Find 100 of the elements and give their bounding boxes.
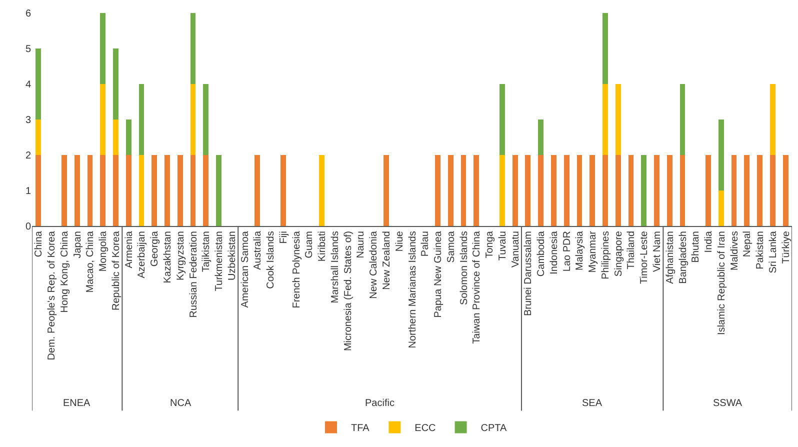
x-tick-label: Kazakhstan	[162, 231, 174, 284]
x-tick-label: Macao, China	[85, 230, 96, 293]
y-tick-label: 3	[25, 115, 32, 126]
x-tick-label: Lao PDR	[562, 231, 573, 272]
bar	[36, 120, 42, 155]
x-tick-label: Solomon Islands	[458, 231, 470, 305]
x-tick-label: Dem. People's Rep. of Korea	[46, 230, 58, 360]
x-tick-label: Marshall Islands	[330, 231, 341, 304]
y-tick-label: 2	[25, 150, 32, 162]
bar	[216, 155, 222, 226]
x-tick-label: Armenia	[124, 230, 135, 268]
bar	[718, 120, 724, 190]
bar	[164, 155, 170, 226]
x-tick-label: Uzbekistan	[226, 231, 238, 280]
text: NCA	[170, 398, 192, 409]
x-tick-label: Islamic Republic of Iran	[716, 231, 728, 335]
bar	[448, 155, 454, 226]
bar	[590, 155, 596, 226]
bar	[113, 155, 118, 226]
x-tick-label: Tonga	[484, 230, 496, 258]
text: SSWA	[713, 398, 742, 409]
x-tick-label: Vanuatu	[510, 231, 522, 268]
bar	[680, 84, 686, 155]
bar	[731, 155, 737, 226]
x-tick-label: Kyrgyzstan	[175, 231, 186, 280]
bar	[100, 84, 106, 155]
bar	[203, 84, 209, 155]
legend-label: ECC	[414, 423, 436, 434]
bar	[62, 155, 67, 226]
bar	[100, 155, 106, 226]
bar	[126, 155, 132, 226]
x-tick-label: Nepal	[742, 231, 754, 258]
legend-label: CPTA	[480, 423, 508, 434]
x-tick-label: Russian Federation	[188, 231, 200, 318]
x-tick-label: New Caledonia	[368, 230, 380, 299]
bar	[615, 155, 621, 226]
x-tick-label: Kiribati	[317, 231, 328, 262]
bar	[718, 190, 724, 226]
bar	[190, 13, 196, 84]
x-tick-label: Mongolia	[98, 230, 110, 272]
bar	[36, 155, 42, 226]
bar	[100, 13, 106, 84]
x-tick-label: Turkmenistan	[214, 231, 226, 292]
x-tick-label: French Polynesia	[291, 230, 302, 308]
bar	[550, 155, 556, 226]
bar	[126, 120, 132, 155]
x-tick-label: Indonesia	[548, 230, 560, 274]
x-tick-label: Guam	[304, 231, 316, 258]
bar	[113, 48, 118, 120]
x-tick-label: Papua New Guinea	[433, 230, 444, 318]
bar	[602, 84, 608, 155]
bar	[152, 155, 158, 226]
bar	[384, 155, 389, 226]
y-tick-label: 6	[25, 8, 32, 20]
bar	[538, 120, 544, 155]
bar	[576, 155, 582, 226]
bar	[641, 155, 647, 226]
x-tick-label: Myanmar	[588, 230, 599, 273]
bar	[666, 155, 672, 226]
bar	[538, 155, 544, 226]
x-tick-label: Taiwan Province of China	[472, 230, 483, 344]
x-tick-label: India	[704, 230, 715, 253]
bar	[190, 155, 196, 226]
bar	[770, 84, 776, 155]
x-tick-label: Sri Lanka	[768, 230, 779, 274]
x-tick-label: Singapore	[613, 230, 624, 277]
x-tick-label: Malaysia	[574, 230, 586, 270]
bar	[680, 155, 686, 226]
bar	[138, 155, 144, 226]
x-tick-label: Viet Nam	[652, 231, 663, 272]
bar	[138, 84, 144, 155]
x-tick-label: Micronesia (Fed. States of)	[342, 231, 354, 352]
x-tick-label: Hong Kong, China	[59, 230, 70, 313]
bar	[435, 155, 440, 226]
x-tick-label: Niue	[394, 230, 406, 252]
x-tick-label: Bhutan	[690, 231, 702, 263]
y-tick-label: 4	[25, 80, 32, 90]
bar	[113, 120, 118, 155]
y-tick-label: 0	[25, 222, 32, 232]
x-tick-label: Philippines	[600, 231, 612, 280]
x-tick-label: Palau	[420, 231, 432, 257]
bar	[770, 155, 776, 226]
text: ENEA	[63, 398, 91, 409]
x-tick-label: Cook Islands	[266, 231, 277, 289]
legend-label: TFA	[351, 423, 370, 434]
bar	[177, 155, 183, 226]
bar	[706, 155, 711, 226]
x-tick-label: Cambodia	[536, 230, 548, 277]
bar	[564, 155, 570, 226]
x-tick-label: Türkiye	[780, 230, 792, 264]
bar	[474, 155, 480, 226]
bar	[190, 84, 196, 155]
bar	[499, 155, 505, 226]
bar	[319, 155, 325, 226]
bar	[782, 155, 788, 226]
x-tick-label: Republic of Korea	[110, 230, 122, 310]
bar	[36, 48, 42, 120]
x-tick-label: Northern Marianas Islands	[407, 231, 418, 348]
bar	[280, 155, 286, 226]
y-tick-label: 5	[25, 44, 32, 55]
